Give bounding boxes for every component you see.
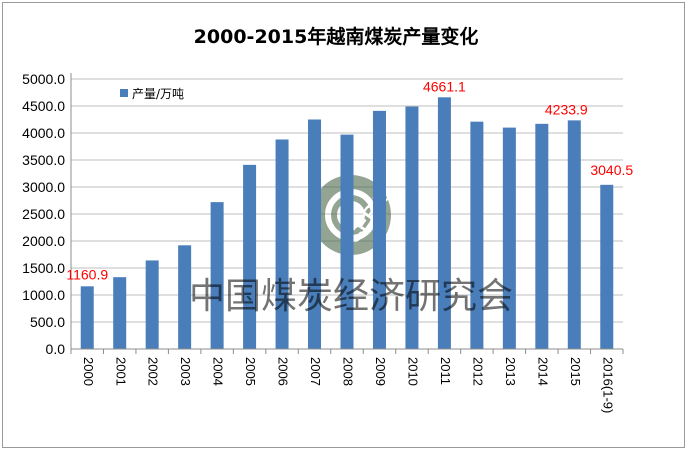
bar xyxy=(567,120,581,349)
y-tick-labels: 0.0 500.0 1000.0 1500.0 2000.0 2500.0 3000.0 35… xyxy=(22,71,65,357)
y-tick-label: 1000.0 xyxy=(22,287,65,303)
chart-svg: 2000-2015年越南煤炭产量变化 CERA 0.0500.01000.015… xyxy=(22,25,633,413)
y-tick-label: 2000.0 xyxy=(22,233,65,249)
x-tick-label: 2016(1-9) xyxy=(600,357,615,413)
bar xyxy=(80,286,94,349)
legend: 产量/万吨 xyxy=(120,87,184,101)
watermark-text: 中国煤炭经济研究会 xyxy=(189,276,513,317)
y-tick-label: 4500.0 xyxy=(22,98,65,114)
x-tick-label: 2013 xyxy=(503,357,518,386)
x-tick-label: 2000 xyxy=(81,357,96,386)
bar xyxy=(535,123,549,349)
data-label: 4661.1 xyxy=(423,78,466,94)
y-tick-label: 5000.0 xyxy=(22,71,65,87)
x-tick-label: 2007 xyxy=(308,357,323,386)
bar xyxy=(600,184,614,349)
y-tick-label: 3000.0 xyxy=(22,179,65,195)
bar xyxy=(372,110,386,349)
x-tick-label: 2004 xyxy=(211,357,226,386)
y-tick-label: 4000.0 xyxy=(22,125,65,141)
bar xyxy=(178,245,192,349)
legend-label: 产量/万吨 xyxy=(132,87,184,101)
bar xyxy=(308,119,322,349)
bar xyxy=(340,134,354,349)
data-label: 4233.9 xyxy=(545,101,588,117)
x-tick-label: 2012 xyxy=(470,357,485,386)
x-tick-label: 2008 xyxy=(341,357,356,386)
bar xyxy=(470,121,484,349)
y-tick-label: 0.0 xyxy=(46,341,66,357)
x-tick-label: 2009 xyxy=(373,357,388,386)
bar xyxy=(405,106,419,349)
bar xyxy=(243,164,257,349)
y-tick-label: 3500.0 xyxy=(22,152,65,168)
x-tick-label: 2006 xyxy=(276,357,291,386)
x-tick-label: 2015 xyxy=(568,357,583,386)
x-tick-labels: 2000 2001 2002 2003 2004 2005 2006 2007 2008 2009… xyxy=(81,357,616,413)
x-tick-label: 2010 xyxy=(406,357,421,386)
chart-title: 2000-2015年越南煤炭产量变化 xyxy=(194,25,479,48)
axes xyxy=(70,73,624,354)
chart-frame: 2000-2015年越南煤炭产量变化 CERA 0.0 500.0 1000.0 15… xyxy=(2,2,685,448)
x-tick-label: 2011 xyxy=(438,357,453,385)
x-tick-label: 2014 xyxy=(535,357,550,386)
bars xyxy=(80,97,614,349)
x-tick-label: 2001 xyxy=(113,357,128,386)
data-label: 3040.5 xyxy=(590,162,633,178)
y-tick-label: 2500.0 xyxy=(22,206,65,222)
bar xyxy=(502,127,516,349)
x-tick-label: 2002 xyxy=(146,357,161,386)
bar xyxy=(437,97,451,349)
x-tick-label: 2005 xyxy=(243,357,258,386)
y-tick-label: 1500.0 xyxy=(22,260,65,276)
y-tick-label: 500.0 xyxy=(30,314,65,330)
legend-swatch xyxy=(120,89,128,97)
bar xyxy=(275,139,289,349)
x-tick-label: 2003 xyxy=(178,357,193,386)
data-labels: 1160.9 4661.1 4233.9 3040.5 xyxy=(66,78,633,282)
bar xyxy=(210,202,224,349)
bar xyxy=(113,277,127,349)
bar xyxy=(145,260,159,349)
data-label: 1160.9 xyxy=(66,266,108,282)
